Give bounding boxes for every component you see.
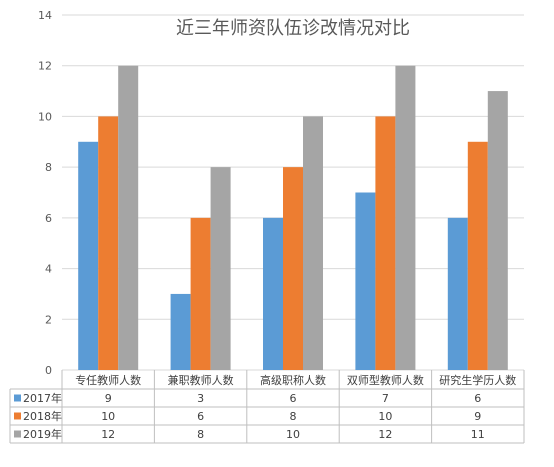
y-tick-label: 12	[38, 60, 52, 73]
table-value: 3	[197, 392, 204, 405]
table-value: 6	[197, 410, 204, 423]
bar	[210, 167, 231, 370]
chart-title: 近三年师资队伍诊改情况对比	[176, 18, 410, 39]
table-value: 6	[290, 392, 297, 405]
y-tick-label: 6	[45, 212, 52, 225]
table-value: 10	[286, 428, 300, 441]
series-name: 2018年	[23, 409, 62, 423]
bar	[98, 116, 119, 370]
bar	[467, 141, 488, 370]
legend-key	[14, 412, 21, 420]
table-value: 7	[382, 392, 389, 405]
y-tick-label: 2	[45, 313, 52, 326]
category-label: 研究生学历人数	[439, 373, 516, 387]
y-tick-label: 4	[45, 263, 52, 276]
series-name: 2019年	[23, 427, 62, 441]
category-label: 专任教师人数	[75, 373, 141, 387]
bars	[78, 65, 508, 371]
category-label: 高级职称人数	[260, 373, 326, 387]
category-label: 兼职教师人数	[168, 374, 234, 387]
table-value: 12	[101, 428, 115, 441]
legend-key	[14, 430, 21, 438]
y-tick-label: 8	[45, 161, 52, 174]
table-value: 9	[474, 410, 481, 423]
bar	[375, 116, 396, 370]
bar	[447, 217, 468, 370]
table-value: 9	[105, 392, 112, 405]
table-value: 10	[378, 410, 392, 423]
table-value: 11	[471, 428, 485, 441]
y-tick-label: 10	[38, 110, 52, 123]
bar	[170, 293, 191, 370]
bar	[118, 65, 139, 370]
bar	[283, 167, 303, 370]
table-value: 12	[378, 428, 392, 441]
bar	[487, 91, 508, 371]
bar	[303, 116, 323, 370]
bar	[355, 192, 376, 370]
series-name: 2017年	[23, 391, 62, 405]
legend-key	[14, 394, 21, 402]
y-axis-ticks: 0 2 4 6 8 10 12 14	[38, 9, 52, 377]
bar	[395, 65, 416, 370]
data-table: 专任教师人数 兼职教师人数 高级职称人数 双师型教师人数 研究生学历人数 2017年 9 3 6…	[9, 370, 525, 444]
bar	[78, 141, 99, 370]
table-value: 6	[474, 392, 481, 405]
y-tick-label: 14	[38, 9, 52, 22]
y-tick-label: 0	[45, 364, 52, 377]
table-value: 10	[101, 410, 115, 423]
bar	[263, 217, 283, 370]
bar	[190, 217, 211, 370]
category-label: 双师型教师人数	[347, 373, 424, 387]
table-value: 8	[290, 410, 297, 423]
table-value: 8	[197, 428, 204, 441]
